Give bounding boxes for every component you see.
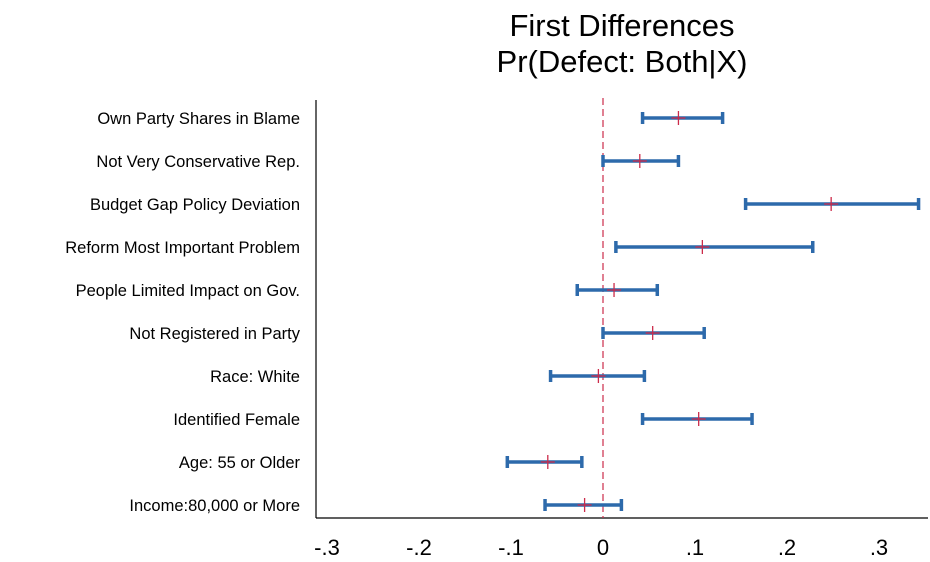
- category-label: Income:80,000 or More: [129, 497, 300, 515]
- chart-subtitle: Pr(Defect: Both|X): [496, 44, 748, 79]
- category-label: Own Party Shares in Blame: [97, 110, 300, 128]
- point-estimate: [824, 197, 839, 211]
- point-estimate: [591, 369, 606, 383]
- point-estimate: [691, 412, 706, 426]
- category-label: Race: White: [210, 368, 300, 386]
- x-tick-label: -.1: [498, 535, 524, 560]
- point-estimate: [695, 240, 710, 254]
- point-estimate: [671, 111, 686, 125]
- point-estimate: [540, 455, 555, 469]
- x-tick-label: 0: [597, 535, 609, 560]
- category-label: Not Very Conservative Rep.: [96, 153, 300, 171]
- point-estimate: [607, 283, 622, 297]
- category-label: Identified Female: [173, 411, 300, 429]
- category-label: People Limited Impact on Gov.: [76, 282, 300, 300]
- confidence-interval: [614, 241, 815, 253]
- x-tick-label: .3: [870, 535, 888, 560]
- x-tick-label: .1: [686, 535, 704, 560]
- point-estimate: [645, 326, 660, 340]
- x-tick-label: -.3: [314, 535, 340, 560]
- x-tick-label: .2: [778, 535, 796, 560]
- category-label: Age: 55 or Older: [179, 454, 301, 472]
- chart-title: First Differences: [509, 8, 735, 43]
- category-label: Not Registered in Party: [129, 325, 300, 343]
- category-label: Budget Gap Policy Deviation: [90, 196, 300, 214]
- point-estimate: [577, 498, 592, 512]
- point-estimate: [632, 154, 647, 168]
- category-label: Reform Most Important Problem: [65, 239, 300, 257]
- x-tick-label: -.2: [406, 535, 432, 560]
